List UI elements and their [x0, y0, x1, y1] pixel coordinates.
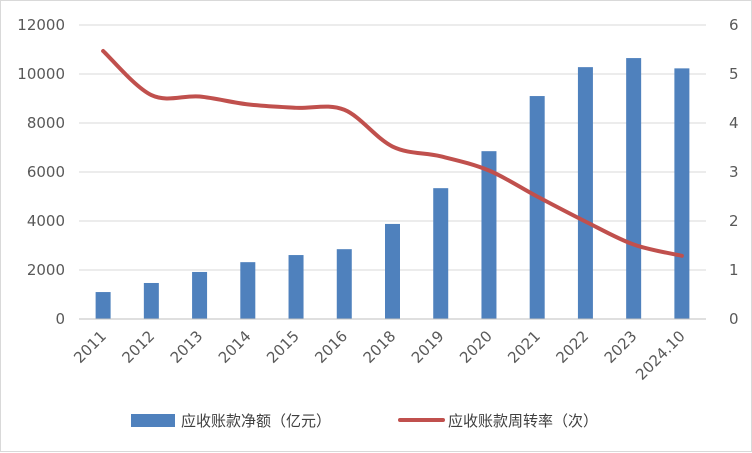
- bar: [240, 262, 256, 319]
- gridlines: [79, 24, 706, 271]
- y-right-tick-label: 3: [729, 163, 739, 181]
- bar: [336, 249, 352, 319]
- x-tick-label: 2022: [553, 327, 593, 367]
- x-tick-label: 2019: [408, 327, 448, 367]
- y-left-tick-label: 2000: [27, 261, 65, 279]
- bar: [288, 255, 304, 319]
- y-right-tick-label: 1: [729, 261, 739, 279]
- bar-series: [95, 58, 690, 320]
- y-right-tick-label: 4: [729, 114, 739, 132]
- bar: [95, 292, 111, 319]
- legend: 应收账款净额（亿元） 应收账款周转率（次）: [131, 412, 598, 430]
- y-axis-right-ticks: 0 1 2 3 4 5 6: [729, 16, 739, 328]
- y-left-tick-label: 8000: [27, 114, 65, 132]
- bar: [674, 68, 690, 320]
- bar: [433, 188, 449, 319]
- y-left-tick-label: 4000: [27, 212, 65, 230]
- bar: [529, 96, 545, 319]
- y-left-tick-label: 10000: [17, 65, 65, 83]
- bar: [577, 67, 593, 319]
- y-right-tick-label: 5: [729, 65, 739, 83]
- bar: [626, 58, 642, 319]
- y-left-tick-label: 0: [55, 310, 65, 328]
- x-tick-label: 2015: [263, 327, 303, 367]
- x-tick-label: 2016: [311, 327, 351, 367]
- x-tick-label: 2014: [215, 327, 255, 367]
- y-right-tick-label: 6: [729, 16, 739, 34]
- x-tick-label: 2011: [70, 327, 110, 367]
- y-left-tick-label: 12000: [17, 16, 65, 34]
- y-left-tick-label: 6000: [27, 163, 65, 181]
- y-right-tick-label: 0: [729, 310, 739, 328]
- x-tick-label: 2021: [504, 327, 544, 367]
- line-series: [101, 48, 684, 258]
- bar: [143, 282, 159, 319]
- x-tick-label: 2012: [118, 327, 158, 367]
- x-tick-label: 2013: [167, 327, 207, 367]
- bar: [192, 271, 208, 319]
- bar: [385, 223, 400, 319]
- legend-bar-label: 应收账款净额（亿元）: [181, 412, 331, 430]
- x-tick-label: 2020: [456, 327, 496, 367]
- x-axis-ticks: 2011 2012 2013 2014 2015 2016 2018 2019 2020 2021…: [70, 327, 688, 384]
- legend-bar-swatch: [131, 414, 175, 427]
- legend-line-label: 应收账款周转率（次）: [448, 412, 598, 430]
- x-tick-label: 2023: [601, 327, 641, 367]
- x-tick-label: 2024.10: [632, 327, 689, 384]
- bar: [481, 151, 497, 319]
- y-right-tick-label: 2: [729, 212, 739, 230]
- x-tick-label: 2018: [360, 327, 400, 367]
- y-axis-left-ticks: 0 2000 4000 6000 8000 10000 12000: [17, 16, 65, 328]
